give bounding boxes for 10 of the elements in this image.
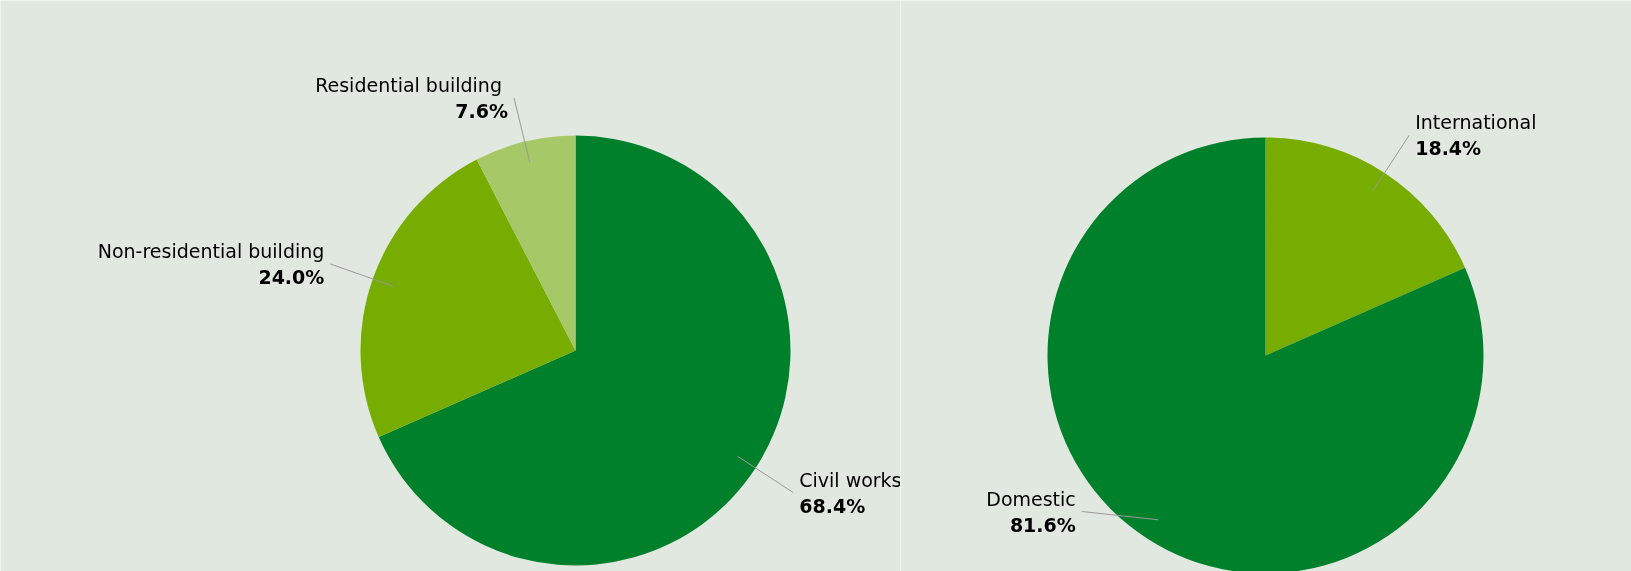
slice-label: Non-residential building bbox=[97, 239, 325, 262]
slice-label: International bbox=[1415, 111, 1537, 134]
slice-label: Domestic bbox=[986, 487, 1076, 510]
data-label: 68.4% bbox=[799, 494, 866, 517]
data-label: 18.4% bbox=[1415, 137, 1482, 160]
data-label: 81.6% bbox=[1009, 513, 1076, 536]
data-label: 7.6% bbox=[455, 99, 509, 122]
slice-label: Civil works bbox=[799, 468, 902, 491]
slice-label: Residential building bbox=[315, 73, 502, 96]
data-label: 24.0% bbox=[258, 265, 325, 288]
